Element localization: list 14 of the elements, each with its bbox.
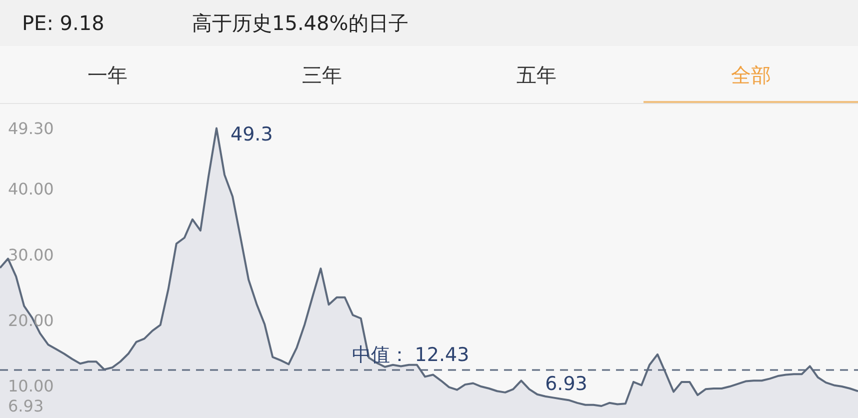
ref-line-label: 中值： 12.43: [352, 344, 470, 366]
chart-title: PE: 9.18: [22, 11, 104, 35]
chart-subtitle: 高于历史15.48%的日子: [192, 11, 408, 35]
y-tick-label: 10.00: [8, 376, 54, 396]
text: 全部: [730, 63, 771, 87]
y-tick-label: 6.93: [8, 396, 44, 416]
y-tick-label: 49.30: [8, 118, 54, 138]
text: 一年: [87, 63, 128, 87]
text: 三年: [302, 63, 342, 87]
y-tick-label: 40.00: [8, 180, 54, 199]
data-label: 6.93: [545, 373, 588, 395]
text: 五年: [516, 63, 556, 87]
y-tick-label: 30.00: [8, 245, 54, 264]
data-label: 49.3: [230, 123, 273, 146]
